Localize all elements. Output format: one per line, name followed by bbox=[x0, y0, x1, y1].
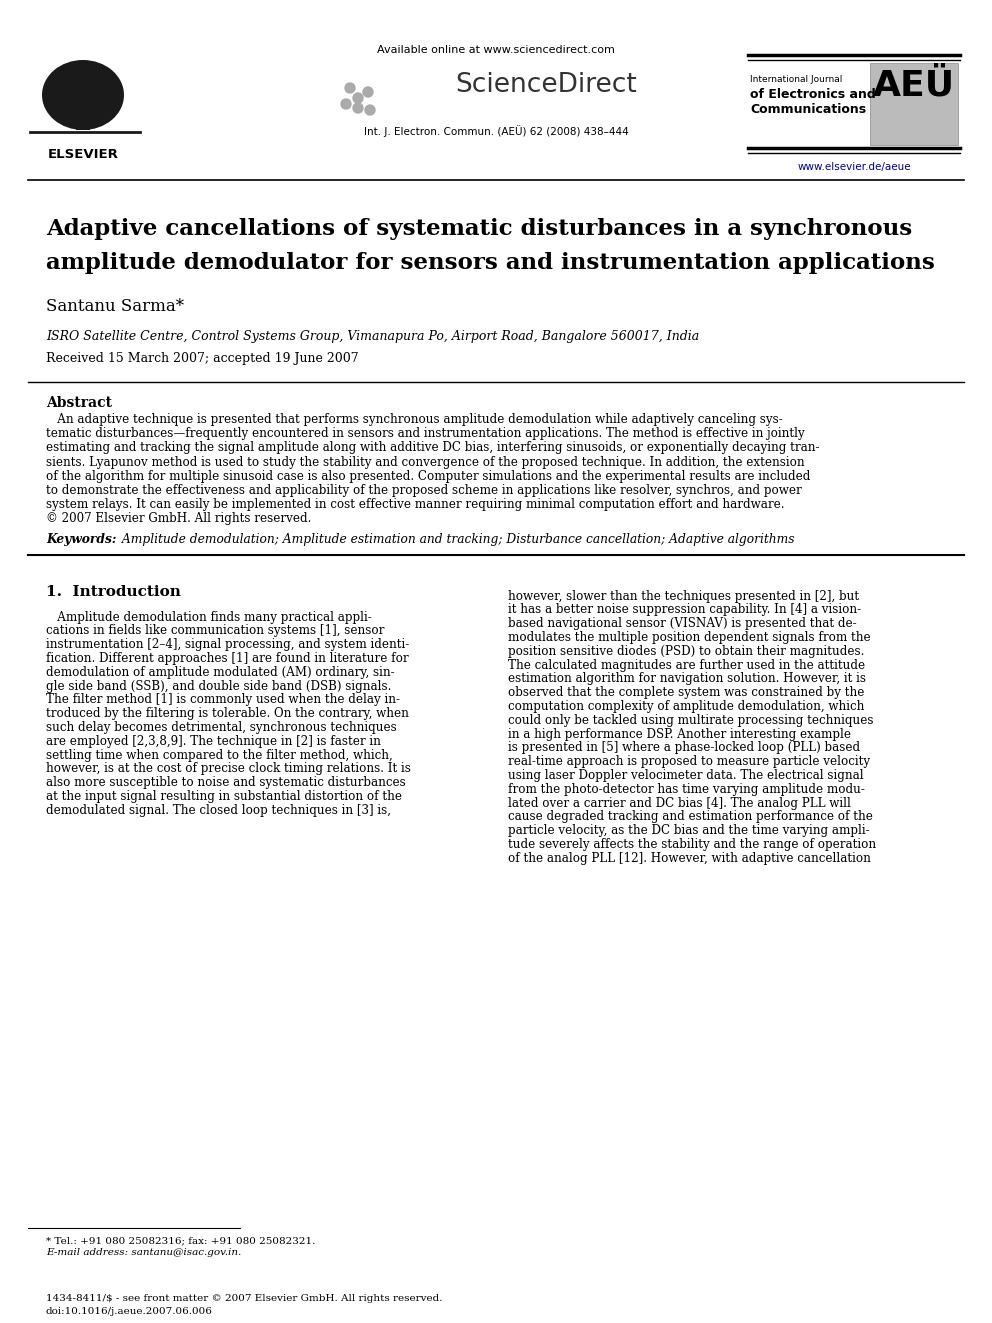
Text: using laser Doppler velocimeter data. The electrical signal: using laser Doppler velocimeter data. Th… bbox=[508, 769, 864, 782]
Text: Available online at www.sciencedirect.com: Available online at www.sciencedirect.co… bbox=[377, 45, 615, 56]
Text: An adaptive technique is presented that performs synchronous amplitude demodulat: An adaptive technique is presented that … bbox=[46, 413, 783, 426]
Text: troduced by the filtering is tolerable. On the contrary, when: troduced by the filtering is tolerable. … bbox=[46, 708, 409, 720]
Text: also more susceptible to noise and systematic disturbances: also more susceptible to noise and syste… bbox=[46, 777, 406, 790]
Text: demodulated signal. The closed loop techniques in [3] is,: demodulated signal. The closed loop tech… bbox=[46, 804, 391, 816]
Text: ISRO Satellite Centre, Control Systems Group, Vimanapura Po, Airport Road, Banga: ISRO Satellite Centre, Control Systems G… bbox=[46, 329, 699, 343]
Text: tematic disturbances—frequently encountered in sensors and instrumentation appli: tematic disturbances—frequently encounte… bbox=[46, 427, 805, 441]
Text: doi:10.1016/j.aeue.2007.06.006: doi:10.1016/j.aeue.2007.06.006 bbox=[46, 1307, 213, 1316]
Text: could only be tackled using multirate processing techniques: could only be tackled using multirate pr… bbox=[508, 714, 874, 726]
Text: from the photo-detector has time varying amplitude modu-: from the photo-detector has time varying… bbox=[508, 783, 865, 796]
Text: estimation algorithm for navigation solution. However, it is: estimation algorithm for navigation solu… bbox=[508, 672, 866, 685]
Text: sients. Lyapunov method is used to study the stability and convergence of the pr: sients. Lyapunov method is used to study… bbox=[46, 455, 805, 468]
Text: © 2007 Elsevier GmbH. All rights reserved.: © 2007 Elsevier GmbH. All rights reserve… bbox=[46, 512, 311, 525]
Text: are employed [2,3,8,9]. The technique in [2] is faster in: are employed [2,3,8,9]. The technique in… bbox=[46, 734, 381, 747]
Text: at the input signal resulting in substantial distortion of the: at the input signal resulting in substan… bbox=[46, 790, 402, 803]
Text: cause degraded tracking and estimation performance of the: cause degraded tracking and estimation p… bbox=[508, 811, 873, 823]
Text: Amplitude demodulation finds many practical appli-: Amplitude demodulation finds many practi… bbox=[46, 611, 372, 623]
Text: settling time when compared to the filter method, which,: settling time when compared to the filte… bbox=[46, 749, 393, 762]
Bar bbox=[76, 95, 90, 130]
Text: real-time approach is proposed to measure particle velocity: real-time approach is proposed to measur… bbox=[508, 755, 870, 769]
Text: computation complexity of amplitude demodulation, which: computation complexity of amplitude demo… bbox=[508, 700, 864, 713]
Text: to demonstrate the effectiveness and applicability of the proposed scheme in app: to demonstrate the effectiveness and app… bbox=[46, 484, 802, 497]
Circle shape bbox=[365, 105, 375, 115]
Text: however, slower than the techniques presented in [2], but: however, slower than the techniques pres… bbox=[508, 590, 859, 602]
Text: ScienceDirect: ScienceDirect bbox=[455, 71, 637, 98]
Text: of the analog PLL [12]. However, with adaptive cancellation: of the analog PLL [12]. However, with ad… bbox=[508, 852, 871, 865]
Text: E-mail address: santanu@isac.gov.in.: E-mail address: santanu@isac.gov.in. bbox=[46, 1248, 241, 1257]
Text: amplitude demodulator for sensors and instrumentation applications: amplitude demodulator for sensors and in… bbox=[46, 251, 934, 274]
Text: ELSEVIER: ELSEVIER bbox=[48, 148, 118, 161]
Text: AEÜ: AEÜ bbox=[873, 67, 955, 102]
Text: Santanu Sarma*: Santanu Sarma* bbox=[46, 298, 184, 315]
Text: of the algorithm for multiple sinusoid case is also presented. Computer simulati: of the algorithm for multiple sinusoid c… bbox=[46, 470, 810, 483]
Text: however, is at the cost of precise clock timing relations. It is: however, is at the cost of precise clock… bbox=[46, 762, 411, 775]
Circle shape bbox=[363, 87, 373, 97]
Text: estimating and tracking the signal amplitude along with additive DC bias, interf: estimating and tracking the signal ampli… bbox=[46, 442, 819, 454]
Text: in a high performance DSP. Another interesting example: in a high performance DSP. Another inter… bbox=[508, 728, 851, 741]
Text: lated over a carrier and DC bias [4]. The analog PLL will: lated over a carrier and DC bias [4]. Th… bbox=[508, 796, 851, 810]
Text: it has a better noise suppression capability. In [4] a vision-: it has a better noise suppression capabi… bbox=[508, 603, 861, 617]
Text: Received 15 March 2007; accepted 19 June 2007: Received 15 March 2007; accepted 19 June… bbox=[46, 352, 359, 365]
Text: The calculated magnitudes are further used in the attitude: The calculated magnitudes are further us… bbox=[508, 659, 865, 672]
Circle shape bbox=[345, 83, 355, 93]
Text: Amplitude demodulation; Amplitude estimation and tracking; Disturbance cancellat: Amplitude demodulation; Amplitude estima… bbox=[118, 533, 795, 545]
Text: International Journal: International Journal bbox=[750, 75, 842, 83]
Text: system relays. It can easily be implemented in cost effective manner requiring m: system relays. It can easily be implemen… bbox=[46, 499, 785, 511]
Text: * Tel.: +91 080 25082316; fax: +91 080 25082321.: * Tel.: +91 080 25082316; fax: +91 080 2… bbox=[46, 1236, 315, 1245]
Text: modulates the multiple position dependent signals from the: modulates the multiple position dependen… bbox=[508, 631, 871, 644]
Text: demodulation of amplitude modulated (AM) ordinary, sin-: demodulation of amplitude modulated (AM)… bbox=[46, 665, 395, 679]
Text: of Electronics and: of Electronics and bbox=[750, 89, 876, 101]
Bar bbox=[870, 64, 958, 146]
Text: is presented in [5] where a phase-locked loop (PLL) based: is presented in [5] where a phase-locked… bbox=[508, 741, 860, 754]
Circle shape bbox=[353, 103, 363, 112]
Text: Keywords:: Keywords: bbox=[46, 533, 116, 545]
Text: Int. J. Electron. Commun. (AEÜ) 62 (2008) 438–444: Int. J. Electron. Commun. (AEÜ) 62 (2008… bbox=[364, 124, 628, 136]
Text: instrumentation [2–4], signal processing, and system identi-: instrumentation [2–4], signal processing… bbox=[46, 638, 410, 651]
Ellipse shape bbox=[42, 60, 124, 130]
Text: Abstract: Abstract bbox=[46, 396, 112, 410]
Text: based navigational sensor (VISNAV) is presented that de-: based navigational sensor (VISNAV) is pr… bbox=[508, 618, 857, 630]
Text: cations in fields like communication systems [1], sensor: cations in fields like communication sys… bbox=[46, 624, 384, 638]
Text: particle velocity, as the DC bias and the time varying ampli-: particle velocity, as the DC bias and th… bbox=[508, 824, 870, 837]
Text: gle side band (SSB), and double side band (DSB) signals.: gle side band (SSB), and double side ban… bbox=[46, 680, 392, 693]
Circle shape bbox=[341, 99, 351, 108]
Text: Adaptive cancellations of systematic disturbances in a synchronous: Adaptive cancellations of systematic dis… bbox=[46, 218, 913, 239]
Text: position sensitive diodes (PSD) to obtain their magnitudes.: position sensitive diodes (PSD) to obtai… bbox=[508, 644, 864, 658]
Text: 1434-8411/$ - see front matter © 2007 Elsevier GmbH. All rights reserved.: 1434-8411/$ - see front matter © 2007 El… bbox=[46, 1294, 442, 1303]
Text: www.elsevier.de/aeue: www.elsevier.de/aeue bbox=[798, 161, 911, 172]
Text: observed that the complete system was constrained by the: observed that the complete system was co… bbox=[508, 687, 864, 699]
Text: The filter method [1] is commonly used when the delay in-: The filter method [1] is commonly used w… bbox=[46, 693, 400, 706]
Text: Communications: Communications bbox=[750, 103, 866, 116]
Text: 1.  Introduction: 1. Introduction bbox=[46, 585, 181, 598]
Text: tude severely affects the stability and the range of operation: tude severely affects the stability and … bbox=[508, 837, 876, 851]
Circle shape bbox=[353, 93, 363, 103]
Text: such delay becomes detrimental, synchronous techniques: such delay becomes detrimental, synchron… bbox=[46, 721, 397, 734]
Text: fication. Different approaches [1] are found in literature for: fication. Different approaches [1] are f… bbox=[46, 652, 409, 665]
